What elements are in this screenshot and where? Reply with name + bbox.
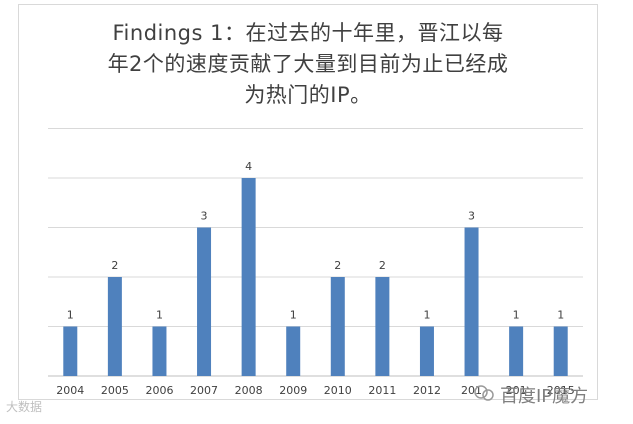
watermark-left: 大数据 (6, 400, 43, 414)
tick-label-2011: 2011 (368, 384, 396, 397)
bar-2004 (63, 326, 78, 376)
data-label-2012: 1 (423, 309, 430, 322)
data-label-2007: 3 (201, 210, 208, 223)
data-label-2011: 2 (379, 259, 386, 272)
data-label-2008: 4 (245, 160, 252, 173)
tick-label-2008: 2008 (235, 384, 263, 397)
tick-label-2015: 2015 (547, 384, 575, 397)
chart-title: Findings 1：在过去的十年里，晋江以每年2个的速度贡献了大量到目前为止已… (107, 21, 509, 107)
tick-label-2010: 2010 (324, 384, 352, 397)
bar-2008 (241, 178, 256, 376)
data-label-2009: 1 (290, 309, 297, 322)
bar-2012 (419, 326, 434, 376)
data-label-2010: 2 (334, 259, 341, 272)
data-label-2005: 2 (111, 259, 118, 272)
data-label-2013: 3 (468, 210, 475, 223)
bar-2005 (107, 277, 122, 376)
tick-label-2007: 2007 (190, 384, 218, 397)
watermark-logo-icon (474, 385, 494, 401)
tick-label-2014: 201 (506, 384, 527, 397)
x-tick-labels: 2004 2005 2006 2007 2008 2009 2010 2011 2012 201 2… (56, 384, 574, 397)
tick-label-2012: 2012 (413, 384, 441, 397)
tick-label-2006: 2006 (145, 384, 173, 397)
tick-label-2004: 2004 (56, 384, 84, 397)
data-label-2014: 1 (513, 309, 520, 322)
bar-2014 (509, 326, 524, 376)
bar-2015 (553, 326, 568, 376)
grid-lines (48, 128, 583, 377)
bar-2013 (464, 227, 479, 376)
data-labels: 1 2 1 3 4 1 2 2 1 3 1 1 (67, 160, 564, 322)
bars (63, 178, 568, 376)
watermark-right: 百度IP魔方 (500, 386, 589, 407)
tick-label-2005: 2005 (101, 384, 129, 397)
tick-label-2009: 2009 (279, 384, 307, 397)
data-label-2004: 1 (67, 309, 74, 322)
bar-2011 (375, 277, 390, 376)
bar-2009 (286, 326, 301, 376)
data-label-2015: 1 (557, 309, 564, 322)
bar-2007 (197, 227, 212, 376)
data-label-2006: 1 (156, 309, 163, 322)
bar-2010 (330, 277, 345, 376)
bar-2006 (152, 326, 167, 376)
